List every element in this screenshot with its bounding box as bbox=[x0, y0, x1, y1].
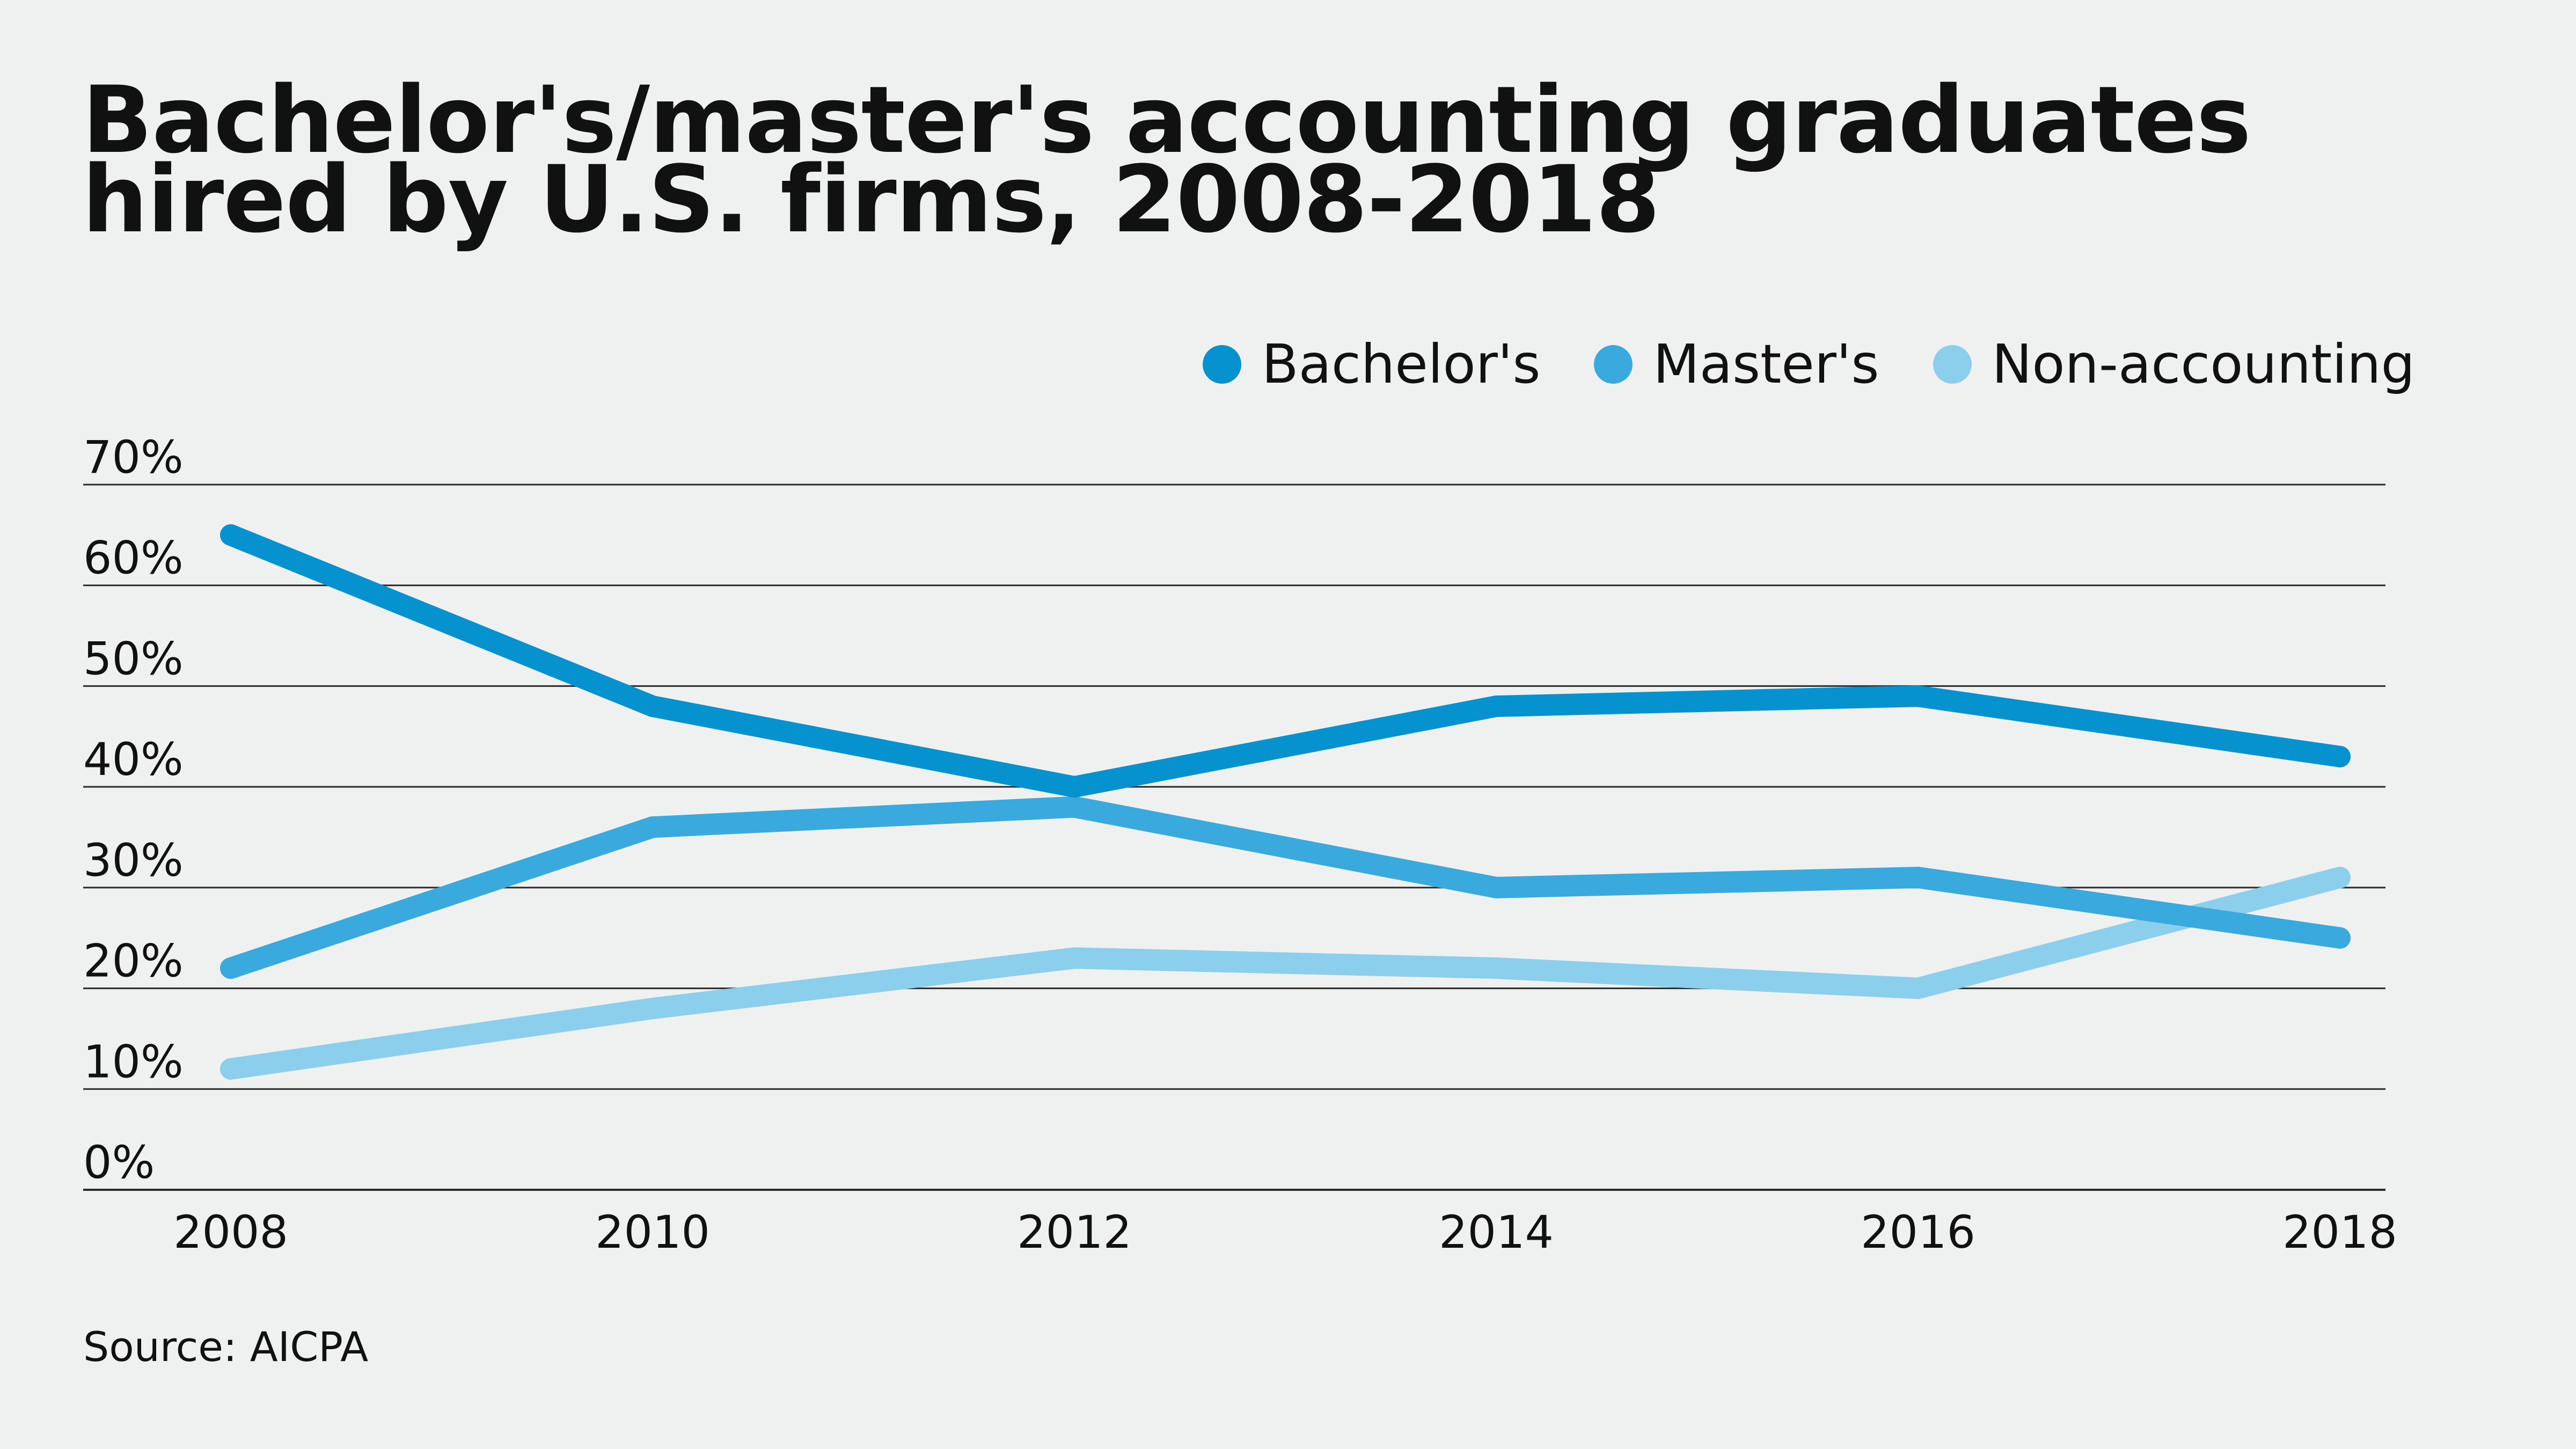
data-point bbox=[220, 524, 241, 546]
data-point bbox=[1907, 685, 1929, 707]
x-tick-label: 2008 bbox=[173, 1206, 288, 1258]
data-point bbox=[1907, 867, 1929, 889]
x-tick-label: 2016 bbox=[1861, 1206, 1975, 1258]
y-tick-label: 60% bbox=[83, 532, 184, 584]
legend-item-bachelors: Bachelor's bbox=[1202, 333, 1541, 396]
series-line-master-s bbox=[220, 796, 2351, 979]
y-tick-label: 40% bbox=[83, 733, 184, 786]
chart-title: Bachelor's/master's accounting graduates… bbox=[82, 66, 2251, 253]
legend-swatch-non-accounting bbox=[1933, 345, 1972, 384]
legend-swatch-masters bbox=[1594, 345, 1633, 384]
legend-item-non-accounting: Non-accounting bbox=[1933, 333, 2415, 396]
legend-item-masters: Master's bbox=[1594, 333, 1879, 396]
series-line-bachelor-s bbox=[220, 524, 2351, 798]
series-line-non-accounting bbox=[220, 867, 2351, 1080]
gridlines bbox=[83, 484, 2385, 1191]
data-point bbox=[2329, 867, 2351, 889]
y-tick-label: 50% bbox=[83, 632, 184, 685]
legend-label-masters: Master's bbox=[1653, 333, 1879, 396]
data-point bbox=[1064, 796, 1085, 818]
data-point bbox=[1485, 695, 1507, 717]
data-point bbox=[642, 695, 663, 717]
data-point bbox=[642, 816, 663, 838]
data-point bbox=[2329, 927, 2351, 949]
x-axis-ticks: 2008 2010 2012 2014 2016 2018 bbox=[173, 1206, 2397, 1258]
legend-label-non-accounting: Non-accounting bbox=[1992, 333, 2415, 396]
data-point bbox=[220, 957, 241, 979]
y-tick-label: 30% bbox=[83, 834, 184, 887]
data-point bbox=[1485, 876, 1507, 898]
y-axis-ticks: 0% 10% 20% 30% 40% 50% 60% 70% bbox=[83, 431, 184, 1189]
x-tick-label: 2014 bbox=[1439, 1206, 1554, 1258]
x-tick-label: 2012 bbox=[1017, 1206, 1132, 1258]
legend: Bachelor's Master's Non-accounting bbox=[1202, 333, 2415, 396]
y-tick-label: 0% bbox=[83, 1136, 155, 1189]
x-tick-label: 2010 bbox=[595, 1206, 710, 1258]
data-point bbox=[1064, 776, 1085, 798]
data-point bbox=[1907, 977, 1929, 999]
y-tick-label: 20% bbox=[83, 935, 184, 987]
data-point bbox=[1485, 957, 1507, 979]
y-tick-label: 70% bbox=[83, 431, 184, 484]
x-tick-label: 2018 bbox=[2282, 1206, 2397, 1258]
data-point bbox=[642, 998, 663, 1020]
y-tick-label: 10% bbox=[83, 1035, 184, 1088]
data-point bbox=[2329, 745, 2351, 767]
data-point bbox=[1064, 947, 1085, 969]
legend-label-bachelors: Bachelor's bbox=[1261, 333, 1541, 396]
data-point bbox=[220, 1058, 241, 1080]
source-note: Source: AICPA bbox=[83, 1323, 369, 1371]
series-lines bbox=[220, 524, 2351, 1080]
legend-swatch-bachelors bbox=[1202, 345, 1241, 384]
